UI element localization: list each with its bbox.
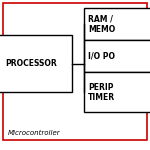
Text: PROCESSOR: PROCESSOR [5,59,57,68]
Bar [84,8,150,40]
Text: TIMER: TIMER [88,93,115,102]
Text: PERIP: PERIP [88,82,114,91]
Bar [84,40,150,72]
Text: RAM /: RAM / [88,15,113,24]
Text: I/O PO: I/O PO [88,51,115,60]
Bar [0,35,72,92]
Text: MEMO: MEMO [88,24,115,33]
Text: Microcontroller: Microcontroller [8,130,61,136]
Bar [84,72,150,112]
